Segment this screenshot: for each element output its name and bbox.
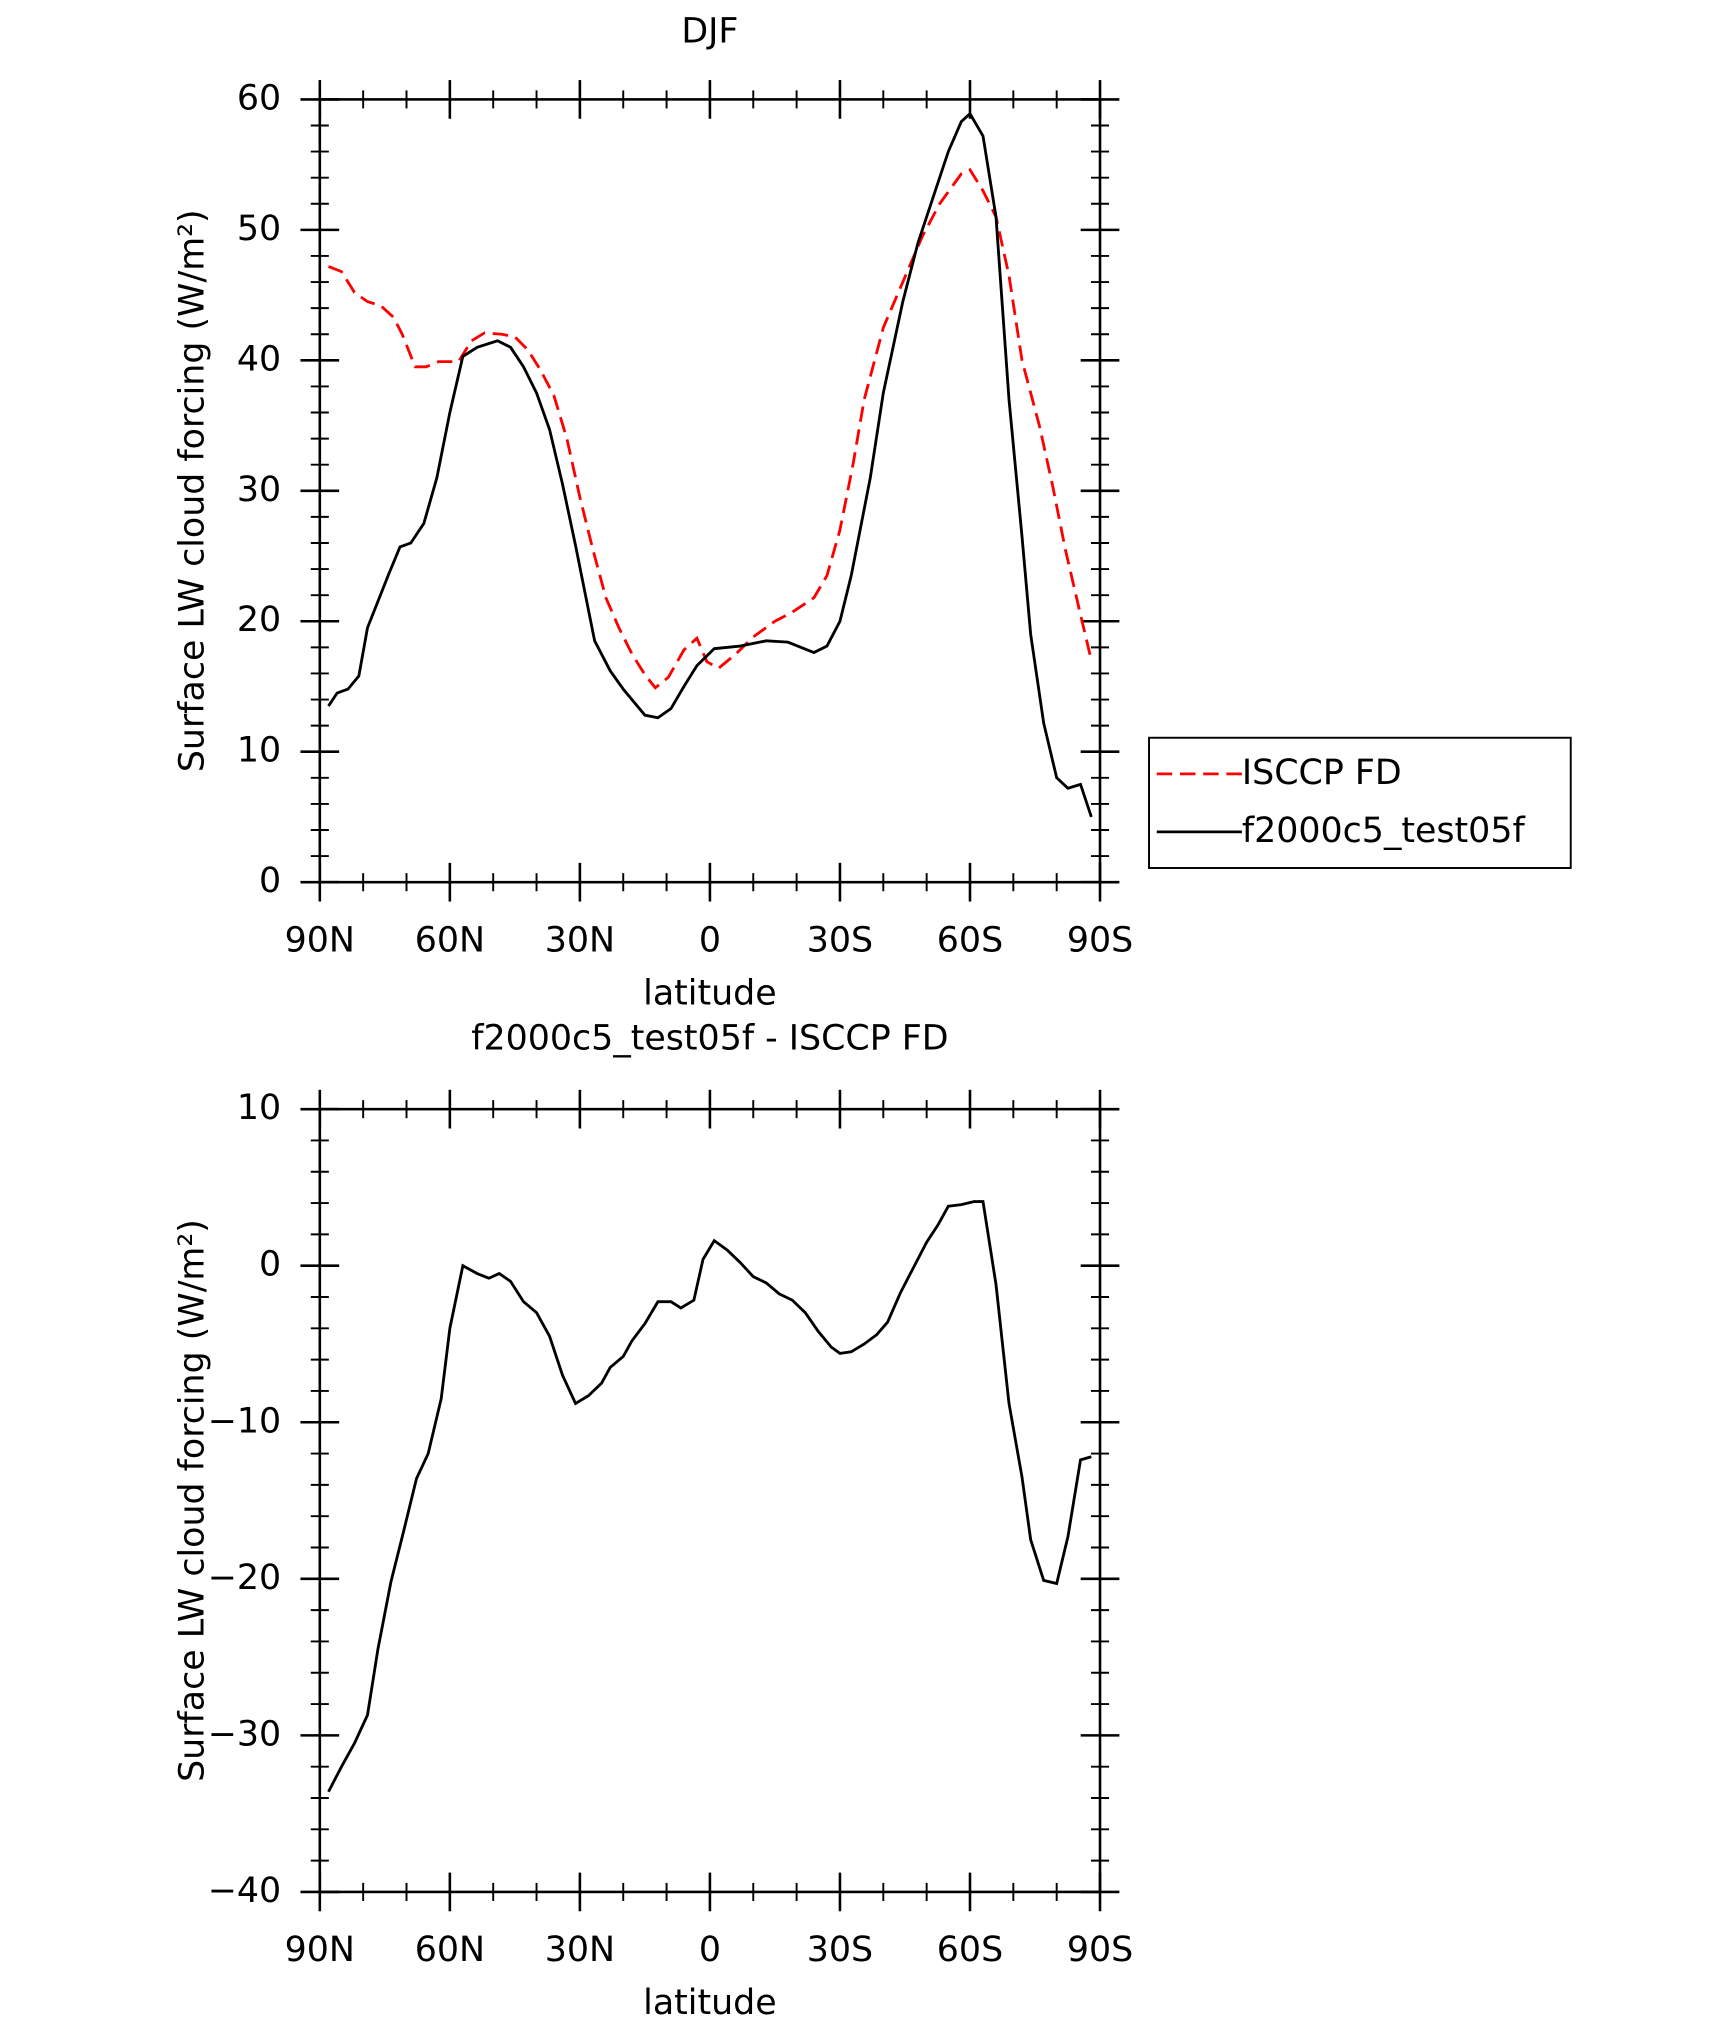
y-tick-label: 10 (237, 731, 281, 771)
y-tick-label: −20 (208, 1558, 281, 1598)
x-tick-label: 30S (807, 1930, 873, 1970)
y-tick-label: 40 (237, 339, 281, 379)
y-tick-label: 0 (259, 1245, 281, 1285)
plot-frame (318, 98, 1102, 884)
legend-label: ISCCP FD (1242, 753, 1402, 793)
x-tick-label: 60N (415, 921, 485, 961)
y-tick-label: −10 (208, 1401, 281, 1441)
data-line (327, 1200, 1092, 1793)
x-tick-label: 60S (937, 1930, 1003, 1970)
x-axis-title: latitude (643, 1983, 777, 2021)
y-tick-label: 10 (237, 1088, 281, 1128)
x-axis-title: latitude (643, 973, 777, 1013)
data-line (327, 168, 1093, 690)
x-tick-label: 30N (545, 921, 615, 961)
x-tick-label: 60S (937, 921, 1003, 961)
x-tick-label: 0 (699, 1930, 721, 1970)
y-tick-label: 60 (237, 78, 281, 118)
plot-frame (318, 1107, 1102, 1894)
x-tick-label: 30S (807, 921, 873, 961)
legend-box (1148, 736, 1572, 869)
chart-title: f2000c5_test05f - ISCCP FD (471, 1019, 948, 1059)
data-line (327, 111, 1093, 818)
y-axis-title: Surface LW cloud forcing (W/m²) (172, 1219, 212, 1782)
x-tick-label: 0 (699, 921, 721, 961)
y-tick-label: −40 (208, 1871, 281, 1911)
legend-label: f2000c5_test05f (1242, 811, 1526, 851)
y-axis-title: Surface LW cloud forcing (W/m²) (172, 209, 212, 772)
y-tick-label: 50 (237, 209, 281, 249)
x-tick-label: 90S (1067, 1930, 1133, 1970)
y-tick-label: −30 (208, 1714, 281, 1754)
x-tick-label: 90N (285, 921, 355, 961)
y-tick-label: 30 (237, 470, 281, 510)
y-tick-label: 20 (237, 600, 281, 640)
y-tick-label: 0 (259, 861, 281, 901)
chart-title: DJF (681, 11, 738, 51)
x-tick-label: 90S (1067, 921, 1133, 961)
x-tick-label: 30N (545, 1930, 615, 1970)
x-tick-label: 90N (285, 1930, 355, 1970)
x-tick-label: 60N (415, 1930, 485, 1970)
